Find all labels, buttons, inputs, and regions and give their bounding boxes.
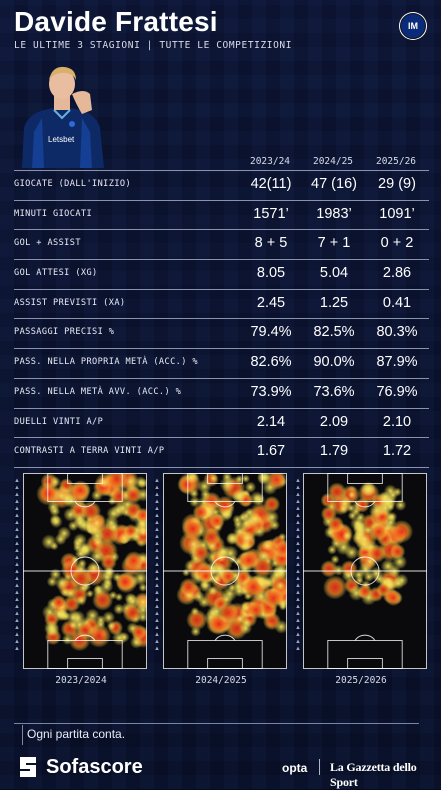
stat-value: 5.04 [319, 265, 349, 282]
opta-logo: opta [282, 761, 308, 775]
attack-direction-arrows: ▲ ▲ ▲ ▲ ▲ ▲ ▲ ▲ ▲ ▲ ▲ ▲ ▲ ▲ ▲ ▲ ▲ ▲ ▲ ▲ ▲ ▲ ▲ ▲ ▲ [295, 478, 301, 652]
heatmap-label: 2024/2025 [195, 675, 247, 686]
stat-value: 8.05 [256, 265, 286, 282]
svg-text:Letsbet: Letsbet [48, 135, 75, 144]
stat-value: 7 + 1 [317, 235, 351, 252]
stat-value: 76.9% [376, 383, 418, 400]
stat-label: GOL ATTESI (XG) [14, 268, 98, 279]
stat-value: 1571’ [253, 205, 289, 222]
stat-value: 1.72 [382, 443, 412, 460]
stat-row: MINUTI GIOCATI 1571’ 1983’ 1091’ [14, 199, 429, 230]
stats-table: GIOCATE (DALL'INIZIO) 42(11) 47 (16) 29 … [14, 170, 429, 468]
stat-value: 0.41 [382, 294, 412, 311]
stat-row: GOL ATTESI (XG) 8.05 5.04 2.86 [14, 259, 429, 289]
footer: Sofascore opta La Gazzetta dello Sport [0, 752, 441, 789]
stat-value: 1.79 [319, 443, 349, 460]
stat-value: 1.25 [319, 294, 349, 311]
footer-separator [319, 759, 320, 775]
stat-label: MINUTI GIOCATI [14, 208, 93, 219]
stat-value: 82.6% [250, 354, 292, 371]
stat-row: GOL + ASSIST 8 + 5 7 + 1 0 + 2 [14, 229, 429, 259]
stat-value: 73.9% [250, 383, 292, 400]
stat-value: 87.9% [376, 354, 418, 371]
stat-label: PASSAGGI PRECISI % [14, 327, 115, 338]
player-photo: Letsbet [22, 66, 104, 168]
stat-value: 2.09 [319, 413, 349, 430]
stat-value: 2.45 [256, 294, 286, 311]
stat-label: ASSIST PREVISTI (XA) [14, 297, 126, 308]
stat-row: DUELLI VINTI A/P 2.14 2.09 2.10 [14, 407, 429, 438]
stat-value: 8 + 5 [254, 235, 288, 252]
stat-row: GIOCATE (DALL'INIZIO) 42(11) 47 (16) 29 … [14, 170, 429, 200]
stat-label: GIOCATE (DALL'INIZIO) [14, 179, 132, 189]
stat-value: 29 (9) [378, 176, 416, 192]
stat-value: 47 (16) [311, 176, 357, 192]
tagline-divider [14, 723, 419, 724]
stat-row: CONTRASTI A TERRA VINTI A/P 1.67 1.79 1.… [14, 437, 429, 468]
stat-value: 2.86 [382, 265, 412, 282]
stat-row: ASSIST PREVISTI (XA) 2.45 1.25 0.41 [14, 288, 429, 319]
gazzetta-logo: La Gazzetta dello Sport [330, 760, 417, 789]
stat-label: GOL + ASSIST [14, 238, 81, 249]
season-header-2: 2024/25 [312, 156, 354, 167]
stat-value: 80.3% [376, 324, 418, 341]
sofascore-brand: Sofascore [46, 756, 143, 778]
sofascore-logo-icon [20, 757, 36, 777]
stat-row: PASS. NELLA METÀ AVV. (ACC.) % 73.9% 73.… [14, 377, 429, 408]
tagline: Ogni partita conta. [27, 727, 126, 741]
heatmap-label: 2025/2026 [335, 675, 387, 686]
stat-label: CONTRASTI A TERRA VINTI A/P [14, 446, 165, 457]
heatmap-label: 2023/2024 [55, 675, 107, 686]
stat-value: 1091’ [379, 205, 415, 222]
heatmap-2024-2025 [163, 473, 287, 669]
page-title: Davide Frattesi [14, 6, 218, 37]
heatmap-2023-2024 [23, 473, 147, 669]
stat-value: 73.6% [313, 383, 355, 400]
club-crest-icon: IM [399, 12, 427, 40]
stat-value: 42(11) [250, 176, 292, 192]
stat-value: 0 + 2 [380, 235, 414, 252]
heatmap-2025-2026 [303, 473, 427, 669]
stat-value: 1983’ [316, 205, 352, 222]
stat-label: PASS. NELLA PROPRIA METÀ (ACC.) % [14, 357, 198, 368]
attack-direction-arrows: ▲ ▲ ▲ ▲ ▲ ▲ ▲ ▲ ▲ ▲ ▲ ▲ ▲ ▲ ▲ ▲ ▲ ▲ ▲ ▲ ▲ ▲ ▲ ▲ ▲ [14, 478, 20, 652]
page-subtitle: LE ULTIME 3 STAGIONI | TUTTE LE COMPETIZ… [14, 40, 293, 51]
attack-direction-arrows: ▲ ▲ ▲ ▲ ▲ ▲ ▲ ▲ ▲ ▲ ▲ ▲ ▲ ▲ ▲ ▲ ▲ ▲ ▲ ▲ ▲ ▲ ▲ ▲ ▲ [154, 478, 160, 652]
stat-value: 82.5% [313, 324, 355, 341]
stat-value: 90.0% [313, 354, 355, 371]
season-header-3: 2025/26 [375, 156, 417, 167]
stat-row: PASS. NELLA PROPRIA METÀ (ACC.) % 82.6% … [14, 348, 429, 378]
stat-value: 79.4% [250, 324, 292, 341]
stat-row: PASSAGGI PRECISI % 79.4% 82.5% 80.3% [14, 318, 429, 348]
stat-label: DUELLI VINTI A/P [14, 416, 104, 427]
stat-label: PASS. NELLA METÀ AVV. (ACC.) % [14, 386, 182, 397]
tagline-bar [22, 725, 23, 745]
club-crest-initials: IM [400, 13, 426, 39]
stat-value: 1.67 [256, 443, 286, 460]
stat-value: 2.14 [256, 413, 286, 430]
season-header-1: 2023/24 [249, 156, 291, 167]
stat-value: 2.10 [382, 413, 412, 430]
